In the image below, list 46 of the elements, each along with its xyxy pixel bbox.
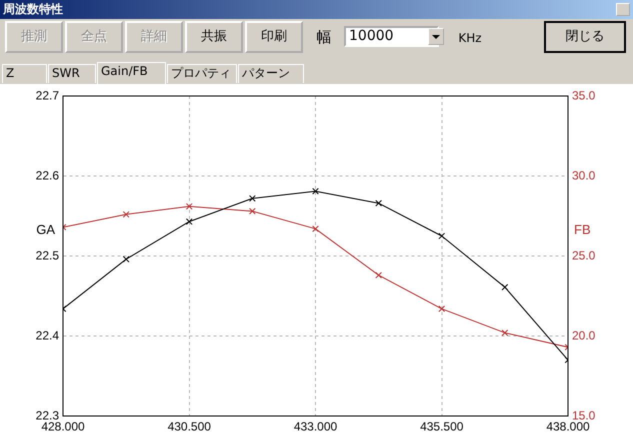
text: 印刷 bbox=[245, 21, 303, 53]
y-tick-label: 22.6 bbox=[36, 168, 60, 182]
text: 共振 bbox=[185, 21, 243, 53]
text: プロパティ bbox=[167, 64, 237, 83]
text: パターン bbox=[238, 64, 304, 83]
point bbox=[375, 272, 382, 279]
text: SWR bbox=[48, 64, 96, 83]
text: Z bbox=[2, 64, 47, 83]
y2-tick-label: 20.0 bbox=[572, 328, 596, 342]
text: 10000 bbox=[344, 26, 439, 47]
point bbox=[249, 208, 256, 215]
text: 全点 bbox=[65, 21, 123, 53]
y-tick-label: 22.5 bbox=[36, 248, 60, 262]
y2-tick-label: 25.0 bbox=[572, 248, 596, 262]
y-tick-label: 22.3 bbox=[36, 408, 60, 422]
point bbox=[312, 225, 319, 232]
x-tick-label: 430.500 bbox=[168, 420, 212, 434]
point bbox=[438, 305, 446, 312]
x-tick-label: 428.000 bbox=[41, 420, 86, 434]
point bbox=[122, 256, 130, 263]
y-tick-label: 22.4 bbox=[36, 328, 60, 342]
y2-tick-label: 35.0 bbox=[572, 88, 596, 102]
text: 推測 bbox=[5, 21, 63, 53]
point bbox=[249, 195, 256, 202]
text: 詳細 bbox=[125, 21, 183, 53]
text: KHz bbox=[457, 30, 483, 47]
point bbox=[502, 329, 508, 336]
point bbox=[375, 200, 382, 207]
y2-tick-label: 30.0 bbox=[572, 168, 596, 182]
text: Gain/FB bbox=[97, 62, 166, 84]
y2-axis-title: FB bbox=[574, 222, 591, 237]
x-tick-label: 438.000 bbox=[546, 420, 590, 434]
x-tick-label: 435.500 bbox=[420, 420, 464, 434]
point bbox=[186, 218, 193, 225]
y2-tick-label: 15.0 bbox=[572, 408, 596, 422]
x-tick-label: 433.000 bbox=[294, 420, 338, 434]
text: 幅 bbox=[316, 27, 332, 47]
y-tick-label: 22.7 bbox=[36, 88, 60, 102]
point bbox=[186, 203, 193, 210]
point bbox=[502, 284, 508, 291]
chart-title: 周波数特性 bbox=[0, 0, 633, 19]
point bbox=[122, 211, 130, 218]
point bbox=[438, 232, 446, 240]
y-axis-title: GA bbox=[36, 222, 56, 237]
text: 閉じる bbox=[544, 21, 626, 53]
point bbox=[312, 188, 319, 195]
